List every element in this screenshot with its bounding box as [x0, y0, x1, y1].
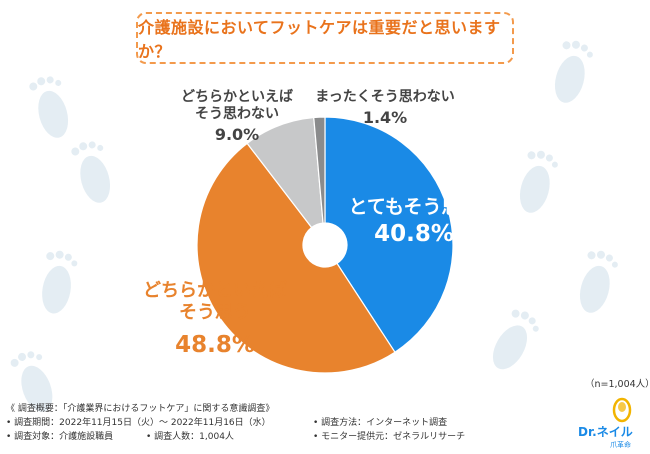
footer-survey-title: 《 調査概要：「介護業界におけるフットケア」に関する意識調査》 — [6, 404, 275, 414]
slice-label-3-line-0: まったくそう思わない — [315, 89, 454, 105]
question-box: 介護施設においてフットケアは重要だと思いますか？ — [136, 12, 514, 64]
footprint-icon — [519, 150, 558, 213]
footprint-icon — [554, 40, 593, 103]
sample-size-note: （n=1,004人） — [585, 379, 650, 390]
slice-label-2-line-1: そう思わない — [195, 106, 279, 122]
survey-footer: 《 調査概要：「介護業界におけるフットケア」に関する意識調査》 • 調査期間：2… — [6, 402, 476, 444]
brand-logo: Dr.ネイル 爪革命 — [574, 394, 650, 450]
footer-survey-provider: • モニター提供元：ゼネラルリサーチ — [313, 432, 466, 442]
footprint-icon — [579, 250, 618, 313]
slice-label-1-line-0: どちらかといえば — [143, 280, 287, 301]
footer-survey-period: • 調査期間：2022年11月15日（火）～ 2022年11月16日（水） — [6, 418, 271, 428]
question-title: 介護施設においてフットケアは重要だと思いますか？ — [138, 18, 501, 61]
slice-value-1: 48.8% — [175, 332, 255, 358]
pie-slice-3 — [313, 116, 326, 224]
footprint-icon — [42, 250, 78, 314]
footprint-icon — [29, 76, 69, 138]
footer-survey-target: • 調査対象：介護施設職員 — [6, 432, 114, 442]
footprint-icon — [10, 351, 53, 412]
slice-value-0: 40.8% — [374, 221, 454, 247]
nail-logo-icon: Dr.ネイル 爪革命 — [578, 397, 633, 449]
leader-line — [317, 117, 322, 141]
slice-label-1-line-1: そう思う — [179, 302, 251, 323]
footer-survey-method: • 調査方法：インターネット調査 — [313, 418, 448, 428]
slice-value-3: 1.4% — [363, 108, 407, 127]
slice-label-2-line-0: どちらかといえば — [181, 89, 293, 105]
pie-slice-1 — [196, 142, 396, 374]
footprint-icon — [71, 141, 111, 203]
slice-label-0-line-0: とてもそう思う — [348, 196, 479, 218]
logo-brand-text: Dr.ネイル — [578, 425, 633, 439]
logo-sub-text: 爪革命 — [610, 440, 631, 449]
footprint-icon — [492, 309, 539, 370]
footer-survey-count: • 調査人数：1,004人 — [146, 432, 234, 442]
slice-value-2: 9.0% — [215, 125, 259, 144]
